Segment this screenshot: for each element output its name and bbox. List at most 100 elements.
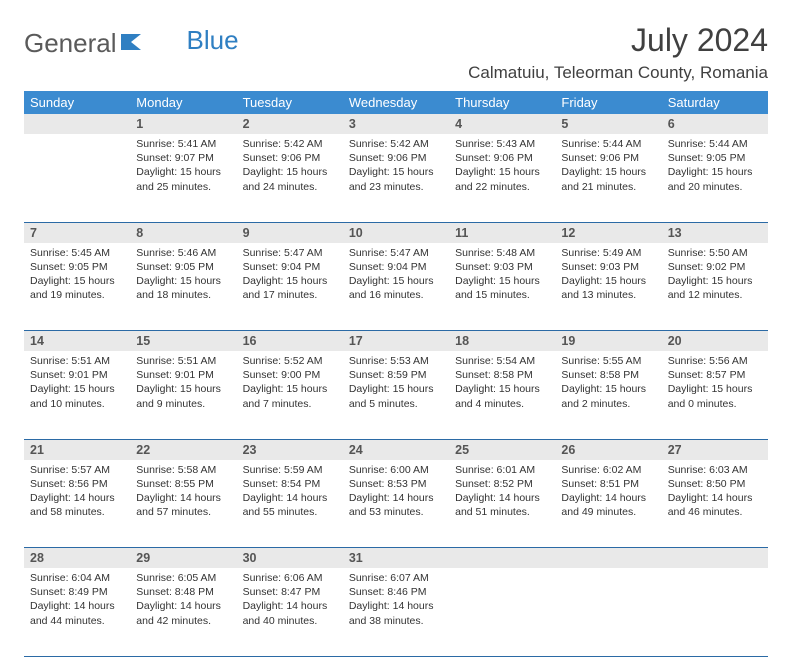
- day-cell: Sunrise: 6:02 AMSunset: 8:51 PMDaylight:…: [555, 460, 661, 548]
- day-number-cell: 15: [130, 331, 236, 352]
- day-number-cell: 29: [130, 548, 236, 569]
- sunrise-line: Sunrise: 5:57 AM: [30, 463, 124, 477]
- daylight-line: Daylight: 15 hours and 18 minutes.: [136, 274, 230, 302]
- sunrise-line: Sunrise: 6:02 AM: [561, 463, 655, 477]
- calendar-table: SundayMondayTuesdayWednesdayThursdayFrid…: [24, 91, 768, 657]
- sunrise-line: Sunrise: 5:59 AM: [243, 463, 337, 477]
- sunrise-line: Sunrise: 5:52 AM: [243, 354, 337, 368]
- day-number-cell: 26: [555, 439, 661, 460]
- weekday-header-row: SundayMondayTuesdayWednesdayThursdayFrid…: [24, 91, 768, 114]
- day-cell: [662, 568, 768, 656]
- weekday-header: Wednesday: [343, 91, 449, 114]
- sunrise-line: Sunrise: 5:51 AM: [30, 354, 124, 368]
- day-number-cell: [449, 548, 555, 569]
- sunrise-line: Sunrise: 6:01 AM: [455, 463, 549, 477]
- daylight-line: Daylight: 15 hours and 12 minutes.: [668, 274, 762, 302]
- sunset-line: Sunset: 9:06 PM: [561, 151, 655, 165]
- weekday-header: Sunday: [24, 91, 130, 114]
- sunrise-line: Sunrise: 5:44 AM: [668, 137, 762, 151]
- sunrise-line: Sunrise: 5:45 AM: [30, 246, 124, 260]
- day-number-cell: 27: [662, 439, 768, 460]
- daylight-line: Daylight: 14 hours and 53 minutes.: [349, 491, 443, 519]
- daylight-line: Daylight: 15 hours and 5 minutes.: [349, 382, 443, 410]
- brand-logo: General Blue: [24, 22, 239, 59]
- day-number-cell: 11: [449, 222, 555, 243]
- sunrise-line: Sunrise: 5:55 AM: [561, 354, 655, 368]
- day-content-row: Sunrise: 5:45 AMSunset: 9:05 PMDaylight:…: [24, 243, 768, 331]
- day-number-cell: [24, 114, 130, 134]
- day-cell: Sunrise: 5:51 AMSunset: 9:01 PMDaylight:…: [24, 351, 130, 439]
- sunrise-line: Sunrise: 5:43 AM: [455, 137, 549, 151]
- sunset-line: Sunset: 9:03 PM: [455, 260, 549, 274]
- weekday-header: Saturday: [662, 91, 768, 114]
- day-number-cell: 19: [555, 331, 661, 352]
- page-title: July 2024: [468, 22, 768, 59]
- day-cell: Sunrise: 5:52 AMSunset: 9:00 PMDaylight:…: [237, 351, 343, 439]
- day-number-row: 28293031: [24, 548, 768, 569]
- weekday-header: Thursday: [449, 91, 555, 114]
- daylight-line: Daylight: 15 hours and 2 minutes.: [561, 382, 655, 410]
- sunset-line: Sunset: 8:50 PM: [668, 477, 762, 491]
- daylight-line: Daylight: 14 hours and 57 minutes.: [136, 491, 230, 519]
- daylight-line: Daylight: 14 hours and 38 minutes.: [349, 599, 443, 627]
- daylight-line: Daylight: 15 hours and 23 minutes.: [349, 165, 443, 193]
- page-subtitle: Calmatuiu, Teleorman County, Romania: [468, 63, 768, 83]
- day-cell: Sunrise: 5:47 AMSunset: 9:04 PMDaylight:…: [343, 243, 449, 331]
- sunset-line: Sunset: 9:02 PM: [668, 260, 762, 274]
- daylight-line: Daylight: 15 hours and 13 minutes.: [561, 274, 655, 302]
- sunrise-line: Sunrise: 6:07 AM: [349, 571, 443, 585]
- day-number-cell: 17: [343, 331, 449, 352]
- daylight-line: Daylight: 14 hours and 42 minutes.: [136, 599, 230, 627]
- day-number-cell: 21: [24, 439, 130, 460]
- day-number-cell: 1: [130, 114, 236, 134]
- day-cell: Sunrise: 6:03 AMSunset: 8:50 PMDaylight:…: [662, 460, 768, 548]
- sunset-line: Sunset: 8:56 PM: [30, 477, 124, 491]
- sunrise-line: Sunrise: 6:00 AM: [349, 463, 443, 477]
- day-number-cell: 2: [237, 114, 343, 134]
- day-cell: Sunrise: 5:57 AMSunset: 8:56 PMDaylight:…: [24, 460, 130, 548]
- daylight-line: Daylight: 15 hours and 4 minutes.: [455, 382, 549, 410]
- sunrise-line: Sunrise: 5:50 AM: [668, 246, 762, 260]
- sunrise-line: Sunrise: 5:47 AM: [349, 246, 443, 260]
- day-cell: Sunrise: 5:58 AMSunset: 8:55 PMDaylight:…: [130, 460, 236, 548]
- day-cell: Sunrise: 5:42 AMSunset: 9:06 PMDaylight:…: [237, 134, 343, 222]
- sunset-line: Sunset: 9:05 PM: [668, 151, 762, 165]
- daylight-line: Daylight: 14 hours and 44 minutes.: [30, 599, 124, 627]
- day-content-row: Sunrise: 5:41 AMSunset: 9:07 PMDaylight:…: [24, 134, 768, 222]
- day-content-row: Sunrise: 6:04 AMSunset: 8:49 PMDaylight:…: [24, 568, 768, 656]
- daylight-line: Daylight: 14 hours and 40 minutes.: [243, 599, 337, 627]
- calendar-body: 123456Sunrise: 5:41 AMSunset: 9:07 PMDay…: [24, 114, 768, 656]
- calendar-page: General Blue July 2024 Calmatuiu, Teleor…: [0, 0, 792, 667]
- day-cell: Sunrise: 6:00 AMSunset: 8:53 PMDaylight:…: [343, 460, 449, 548]
- day-number-cell: 10: [343, 222, 449, 243]
- sunrise-line: Sunrise: 6:04 AM: [30, 571, 124, 585]
- sunset-line: Sunset: 8:48 PM: [136, 585, 230, 599]
- day-cell: Sunrise: 5:59 AMSunset: 8:54 PMDaylight:…: [237, 460, 343, 548]
- sunset-line: Sunset: 8:55 PM: [136, 477, 230, 491]
- day-cell: Sunrise: 6:04 AMSunset: 8:49 PMDaylight:…: [24, 568, 130, 656]
- sunrise-line: Sunrise: 5:58 AM: [136, 463, 230, 477]
- daylight-line: Daylight: 14 hours and 58 minutes.: [30, 491, 124, 519]
- sunset-line: Sunset: 8:58 PM: [561, 368, 655, 382]
- daylight-line: Daylight: 15 hours and 7 minutes.: [243, 382, 337, 410]
- day-cell: Sunrise: 5:48 AMSunset: 9:03 PMDaylight:…: [449, 243, 555, 331]
- sunset-line: Sunset: 8:51 PM: [561, 477, 655, 491]
- day-cell: Sunrise: 5:56 AMSunset: 8:57 PMDaylight:…: [662, 351, 768, 439]
- day-number-cell: 20: [662, 331, 768, 352]
- day-cell: Sunrise: 5:49 AMSunset: 9:03 PMDaylight:…: [555, 243, 661, 331]
- sunrise-line: Sunrise: 6:06 AM: [243, 571, 337, 585]
- sunset-line: Sunset: 9:04 PM: [349, 260, 443, 274]
- day-cell: Sunrise: 5:42 AMSunset: 9:06 PMDaylight:…: [343, 134, 449, 222]
- daylight-line: Daylight: 15 hours and 17 minutes.: [243, 274, 337, 302]
- day-number-cell: 30: [237, 548, 343, 569]
- sunset-line: Sunset: 9:01 PM: [136, 368, 230, 382]
- day-cell: Sunrise: 5:50 AMSunset: 9:02 PMDaylight:…: [662, 243, 768, 331]
- daylight-line: Daylight: 15 hours and 22 minutes.: [455, 165, 549, 193]
- sunrise-line: Sunrise: 5:51 AM: [136, 354, 230, 368]
- sunset-line: Sunset: 8:58 PM: [455, 368, 549, 382]
- sunrise-line: Sunrise: 5:42 AM: [243, 137, 337, 151]
- sunrise-line: Sunrise: 5:53 AM: [349, 354, 443, 368]
- day-number-cell: 16: [237, 331, 343, 352]
- sunset-line: Sunset: 8:53 PM: [349, 477, 443, 491]
- sunrise-line: Sunrise: 5:49 AM: [561, 246, 655, 260]
